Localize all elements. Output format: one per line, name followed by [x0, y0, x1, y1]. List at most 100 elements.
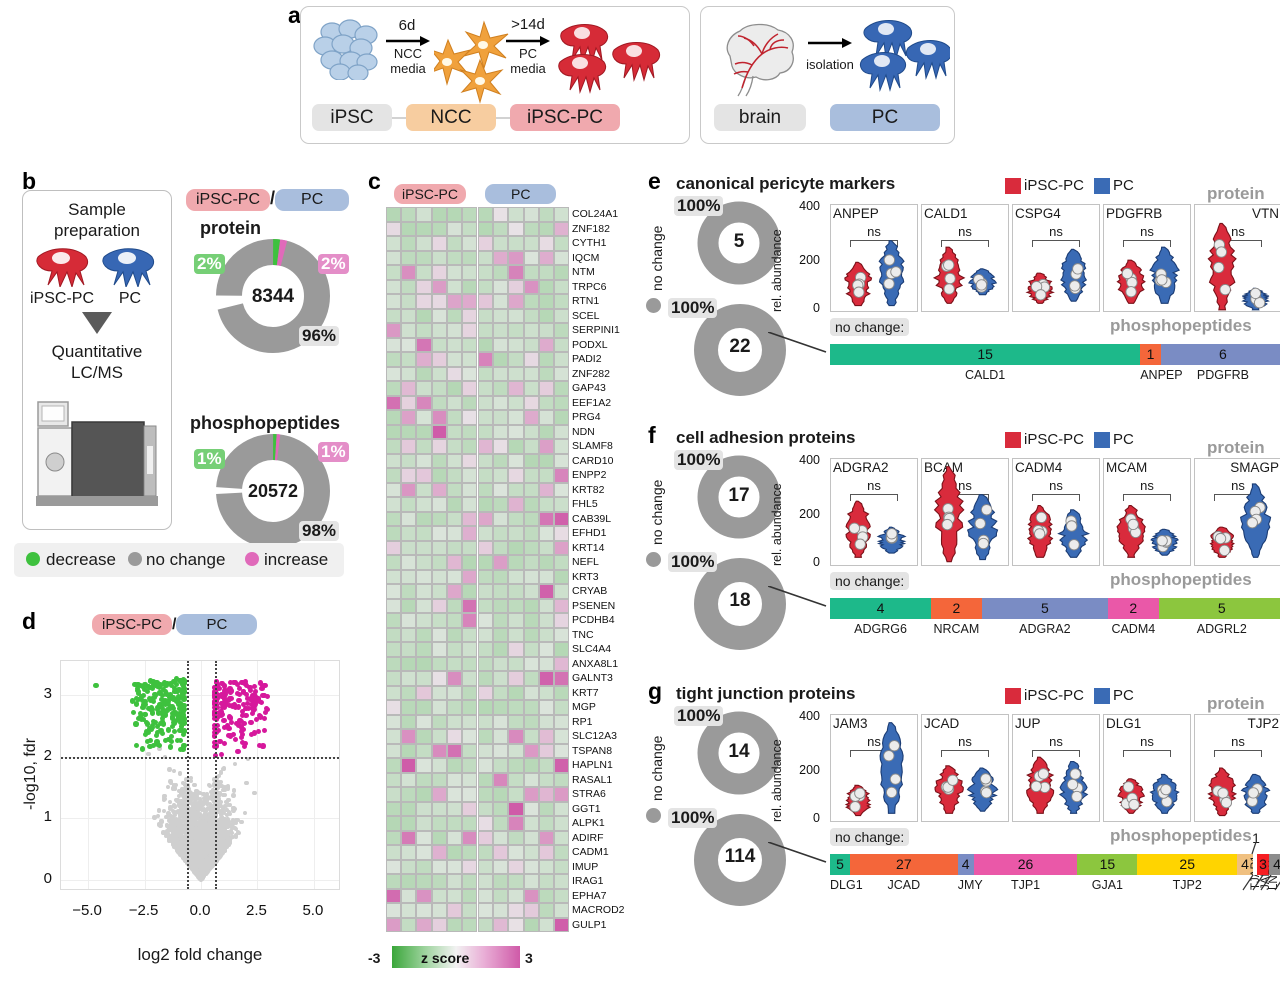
heatmap-cell: [416, 337, 432, 352]
volcano-point: [168, 838, 174, 843]
heatmap-cell: [523, 598, 539, 613]
heatmap-cell: [462, 439, 478, 454]
volcano-point: [229, 825, 235, 830]
heatmap-cell: [446, 714, 462, 729]
heatmap-cell: [493, 221, 509, 236]
heatmap-gene-label: PADI2: [572, 353, 602, 365]
phospho-bar-label-g-3: TJP1: [1010, 878, 1041, 892]
volcano-point: [229, 830, 234, 835]
heatmap-cell: [416, 642, 432, 657]
volcano-point: [129, 698, 135, 704]
donut-phospho-title: phosphopeptides: [190, 413, 340, 433]
heatmap-cell: [508, 758, 524, 773]
volcano-point: [188, 848, 194, 854]
heatmap-cell: [554, 888, 570, 903]
volcano-point: [194, 831, 199, 836]
volcano-point: [197, 801, 203, 806]
heatmap-cell: [462, 816, 478, 831]
volcano-point: [204, 829, 209, 834]
panel-g-title: tight junction proteins: [676, 684, 856, 703]
heatmap-cell: [446, 700, 462, 715]
heatmap-cell: [554, 685, 570, 700]
heatmap-cell: [462, 729, 478, 744]
heatmap-gene-label: CYTH1: [572, 237, 607, 249]
heatmap-gene-label: MACROD2: [572, 904, 625, 916]
volcano-point: [151, 695, 157, 701]
zscore-max-label: 3: [525, 950, 533, 966]
volcano-point: [223, 701, 230, 707]
heatmap-cell: [523, 265, 539, 280]
donut-protein-title: protein: [200, 218, 261, 238]
volcano-point: [201, 842, 206, 847]
heatmap-cell: [554, 729, 570, 744]
heatmap-gene-label: CRYAB: [572, 585, 608, 597]
heatmap-cell: [386, 917, 402, 932]
nochange-chip-g: no change:: [830, 828, 910, 846]
heatmap-cell: [478, 627, 494, 642]
violin-gene-e-2: CSPG4: [1015, 206, 1061, 221]
heatmap-cell: [462, 221, 478, 236]
heatmap-cell: [416, 381, 432, 396]
volcano-point: [245, 756, 250, 762]
heatmap-cell: [431, 700, 447, 715]
legend-swatch-ipscpc-e: [1005, 178, 1021, 194]
volcano-point: [215, 818, 220, 823]
volcano-point: [230, 822, 235, 827]
volcano-point: [226, 810, 231, 815]
volcano-point: [223, 804, 228, 809]
heatmap-cell: [493, 337, 509, 352]
volcano-point: [144, 688, 150, 694]
heatmap-cell: [523, 729, 539, 744]
heatmap-cell: [401, 917, 417, 932]
volcano-point: [244, 695, 251, 701]
heatmap-cell: [523, 323, 539, 338]
heatmap-cell: [478, 569, 494, 584]
heatmap-cell: [554, 642, 570, 657]
heatmap-cell: [386, 439, 402, 454]
heatmap-cell: [462, 714, 478, 729]
heatmap-cell: [493, 642, 509, 657]
volcano-point: [219, 691, 225, 698]
volcano-point: [211, 823, 217, 829]
heatmap-gene-label: KRT3: [572, 570, 599, 583]
violin-bracket-g-2: [1032, 750, 1080, 757]
heatmap-cell: [416, 323, 432, 338]
volcano-point: [226, 821, 231, 826]
heatmap-cell: [386, 845, 402, 860]
heatmap-cell: [554, 453, 570, 468]
heatmap-gene-label: SLC12A3: [572, 730, 617, 742]
nochange-dot-e: [646, 298, 661, 313]
heatmap-cell: [478, 787, 494, 802]
heatmap-cell: [538, 729, 554, 744]
heatmap-cell: [538, 381, 554, 396]
cell-label-ipscpc: iPSC-PC: [29, 290, 94, 307]
volcano-point: [252, 688, 259, 694]
heatmap-cell: [478, 816, 494, 831]
volcano-point: [193, 823, 199, 828]
volcano-point: [215, 790, 221, 795]
heatmap-cell: [431, 642, 447, 657]
heatmap-cell: [538, 410, 554, 425]
volcano-point: [166, 784, 171, 790]
heatmap-cell: [493, 294, 509, 309]
volcano-point: [162, 701, 168, 707]
heatmap-cell: [416, 569, 432, 584]
volcano-point: [191, 801, 196, 807]
heatmap-gene-label: EEF1A2: [572, 396, 612, 409]
volcano-point: [183, 821, 188, 827]
heatmap-cell: [508, 569, 524, 584]
volcano-point: [249, 710, 255, 716]
heatmap-cell: [554, 845, 570, 860]
volcano-point: [141, 687, 147, 693]
heatmap-gene-label: IRAG1: [572, 875, 604, 887]
heatmap-cell: [401, 714, 417, 729]
phospho-bar-segment-e-0: 15: [830, 344, 1141, 365]
heatmap-cell: [493, 424, 509, 439]
heatmap-cell: [478, 845, 494, 860]
heatmap-cell: [431, 207, 447, 222]
heatmap-cell: [493, 265, 509, 280]
heatmap-cell: [554, 526, 570, 541]
heatmap-cell: [523, 482, 539, 497]
panel-a-stage-ncc: NCC: [406, 104, 496, 131]
volcano-xtick: −5.0: [72, 902, 102, 919]
